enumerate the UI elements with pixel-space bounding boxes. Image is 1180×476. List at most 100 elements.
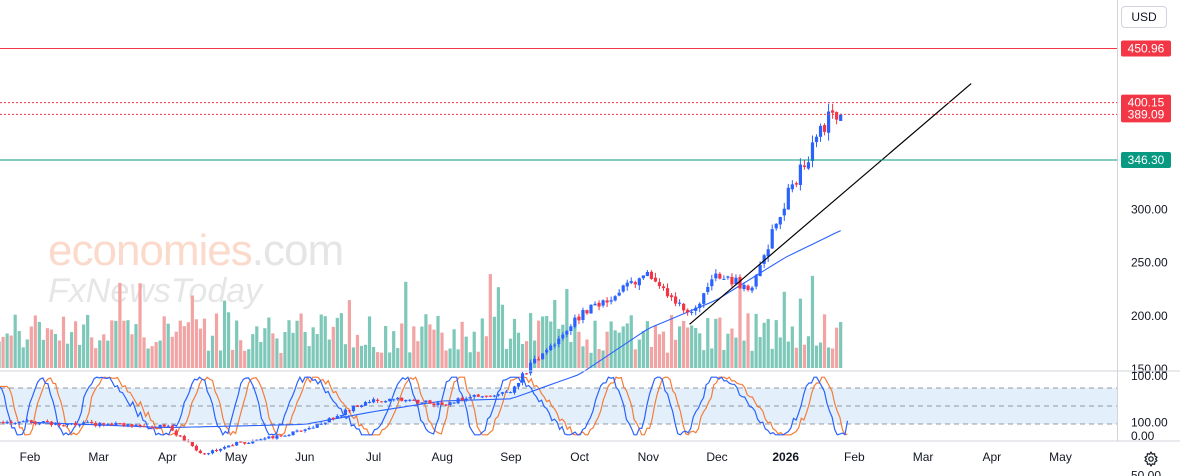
volume-bar <box>94 348 98 368</box>
volume-bar <box>210 335 215 368</box>
volume-bar <box>569 342 573 368</box>
volume-bar <box>774 320 778 368</box>
candle-body <box>174 430 178 436</box>
volume-bar <box>227 312 231 368</box>
volume-bar <box>33 315 37 368</box>
volume-bar <box>331 326 335 368</box>
volume-bar <box>408 352 412 368</box>
candle-body <box>794 183 798 185</box>
volume-bar <box>162 316 166 368</box>
x-tick-label: 2026 <box>772 450 799 464</box>
volume-bar <box>416 341 420 368</box>
candle-body <box>561 334 565 339</box>
candle-body <box>750 287 754 291</box>
candle-body <box>291 431 295 436</box>
x-tick-label: Jul <box>366 450 381 464</box>
candle-body <box>625 282 629 287</box>
volume-bar <box>750 350 754 368</box>
volume-bar <box>726 333 730 368</box>
volume-bar <box>231 349 235 368</box>
candle-body <box>49 421 54 425</box>
candle-body <box>311 427 315 429</box>
candle-body <box>810 142 815 161</box>
volume-bar <box>404 281 408 368</box>
volume-bar <box>206 350 211 368</box>
volume-bar <box>78 344 82 368</box>
candle-body <box>307 427 311 430</box>
volume-bar <box>790 326 794 368</box>
candle-body <box>400 397 404 401</box>
candle-body <box>533 358 537 364</box>
chart-settings-button[interactable] <box>1141 449 1161 469</box>
volume-bar <box>267 317 271 368</box>
volume-bar <box>170 336 174 368</box>
currency-selector[interactable]: USD <box>1121 6 1167 28</box>
candle-body <box>778 216 782 225</box>
candle-body <box>339 415 343 417</box>
volume-bar <box>677 326 682 368</box>
candle-body <box>287 434 291 436</box>
candle-body <box>831 110 835 113</box>
candle-body <box>484 395 488 397</box>
x-tick-label: May <box>225 450 248 464</box>
candle-body <box>589 304 593 314</box>
volume-bar <box>625 323 629 368</box>
candle-body <box>343 409 347 416</box>
volume-bar <box>645 321 649 368</box>
volume-bar <box>520 344 525 368</box>
volume-bar <box>714 318 718 368</box>
volume-bar <box>166 323 170 368</box>
volume-bar <box>706 318 710 368</box>
candle-body <box>605 300 609 303</box>
candle-body <box>553 344 557 346</box>
volume-bar <box>239 340 243 368</box>
price-label-3: 346.30 <box>1128 153 1165 167</box>
candle-body <box>351 405 356 412</box>
volume-bar <box>690 325 694 368</box>
volume-bar <box>392 331 396 368</box>
candle-body <box>468 396 472 399</box>
candle-body <box>529 362 533 374</box>
volume-bar <box>669 315 674 368</box>
candle-body <box>585 310 589 314</box>
candle-body <box>835 112 839 120</box>
volume-bar <box>1 336 5 368</box>
candle-body <box>162 424 166 427</box>
candle-body <box>573 317 577 327</box>
candle-body <box>637 278 641 286</box>
volume-bar <box>476 351 480 368</box>
volume-bar <box>585 339 589 368</box>
candle-body <box>279 435 283 437</box>
volume-bar <box>822 314 827 368</box>
volume-bar <box>279 352 283 368</box>
candle-body <box>239 441 243 443</box>
candle-body <box>545 349 549 353</box>
volume-bar <box>577 331 581 368</box>
y-tick-label: 100.00 <box>1131 415 1168 429</box>
candle-body <box>275 435 279 439</box>
volume-bar <box>472 331 476 368</box>
candle-body <box>565 331 569 335</box>
volume-bar <box>512 318 517 368</box>
volume-bar <box>247 349 251 368</box>
volume-bar <box>589 352 593 368</box>
volume-bar <box>428 324 432 368</box>
volume-bar <box>130 334 134 368</box>
volume-bar <box>686 327 690 368</box>
volume-bar <box>126 320 130 368</box>
volume-bar <box>400 323 404 368</box>
candle-body <box>504 391 509 393</box>
volume-bar <box>263 328 267 368</box>
candle-body <box>214 450 219 452</box>
candle-body <box>782 208 786 216</box>
candle-body <box>13 423 17 425</box>
volume-bar <box>702 350 706 368</box>
volume-bar <box>762 322 766 368</box>
candle-body <box>669 295 674 298</box>
volume-bar <box>826 347 831 368</box>
stoch-d-line <box>0 375 848 436</box>
volume-bar <box>61 316 66 368</box>
candle-body <box>331 417 335 420</box>
candle-body <box>661 286 666 289</box>
